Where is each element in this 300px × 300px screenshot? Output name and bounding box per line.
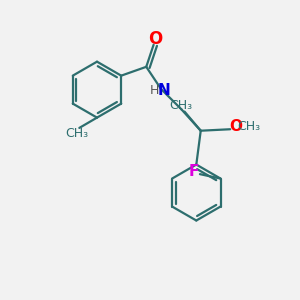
Text: H: H — [150, 84, 159, 97]
Text: CH₃: CH₃ — [238, 120, 261, 134]
Text: F: F — [188, 164, 199, 179]
Text: N: N — [158, 83, 170, 98]
Text: O: O — [148, 30, 162, 48]
Text: CH₃: CH₃ — [65, 127, 88, 140]
Text: O: O — [229, 119, 242, 134]
Text: CH₃: CH₃ — [169, 99, 193, 112]
